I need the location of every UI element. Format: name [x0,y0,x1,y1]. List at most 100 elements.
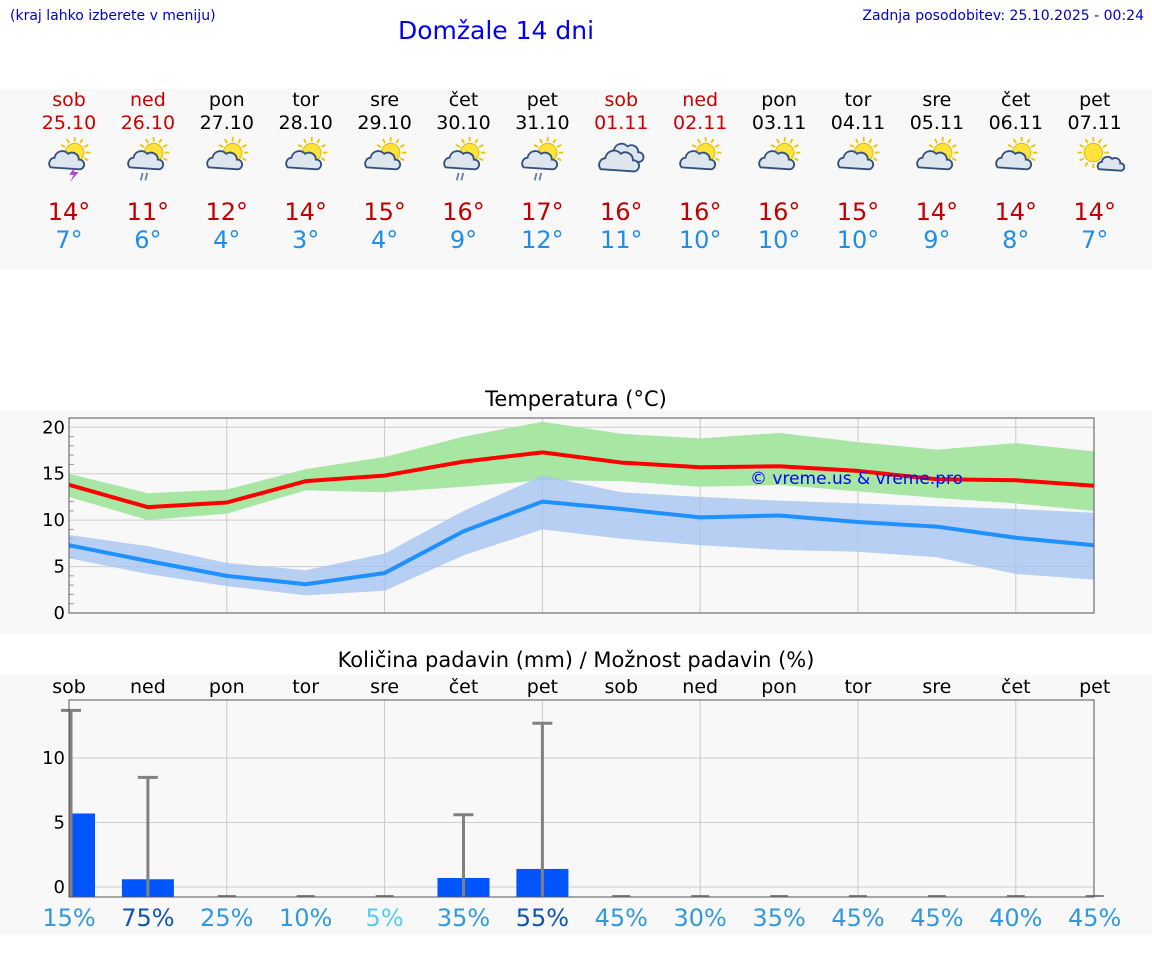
min-temp: 9° [923,226,951,254]
y-tick-label: 5 [54,557,65,578]
max-temp: 17° [521,198,564,226]
precip-probability: 45% [594,904,648,932]
precip-probability: 5% [365,904,404,932]
plot-area [69,700,1094,897]
min-temp-line [68,499,1095,587]
precip-day-label: pon [208,676,245,698]
max-temp-range-band [69,421,1094,521]
max-temp: 14° [915,198,959,226]
precip-probability: 45% [831,904,885,932]
y-tick-label: 0 [54,603,65,624]
sun-cloud-icon [837,136,880,171]
day-name: čet [1001,89,1031,111]
sun-cloud-icon [758,136,801,171]
max-temp: 12° [205,198,249,226]
precip-probability: 75% [121,904,175,932]
y-tick-label: 20 [42,417,65,438]
page-title: Domžale 14 dni [398,16,595,45]
precip-probability: 45% [1068,904,1122,932]
min-temp: 10° [757,226,801,254]
last-update-label: Zadnja posodobitev: 25.10.2025 - 00:24 [862,8,1144,24]
max-temp: 16° [757,198,801,226]
max-temp-line [68,450,1095,510]
precipitation-chart-title: Količina padavin (mm) / Možnost padavin … [337,648,815,672]
precip-probability: 30% [673,904,727,932]
precip-day-label: sre [370,676,400,698]
sun-cloud-icon [679,136,722,171]
temperature-chart-title: Temperatura (°C) [485,387,667,411]
day-name: sob [604,89,639,111]
precip-day-label: ned [682,676,719,698]
min-temp: 7° [55,226,83,254]
max-temp: 16° [678,198,722,226]
precip-day-label: sob [52,676,86,698]
precipitation-chart: 0 5 10 [42,699,1104,898]
min-temp: 10° [836,226,880,254]
precip-day-label: tor [844,676,872,698]
precip-day-label: pon [761,676,797,698]
day-name: tor [844,89,872,111]
precip-day-label: čet [448,676,479,698]
precip-probability: 45% [910,904,964,932]
day-date: 26.10 [120,112,176,134]
watermark: © vreme.us & vreme.pro [750,469,963,489]
day-name: pon [761,89,797,111]
min-temp: 8° [1002,226,1030,254]
min-temp: 6° [134,226,162,254]
day-name: sre [370,89,400,111]
min-temp: 7° [1081,226,1109,254]
precip-probability: 55% [515,904,570,932]
day-date: 07.11 [1067,112,1122,134]
day-date: 29.10 [357,112,412,134]
day-name: sob [52,89,86,111]
max-temp: 14° [994,198,1038,226]
forecast-strip [0,89,1152,270]
max-temp: 14° [1073,198,1116,226]
min-temp: 4° [213,226,241,254]
y-tick-label: 10 [42,510,65,531]
sun-cloud-thunder-icon [48,136,91,183]
max-temp: 16° [600,198,643,226]
location-menu-hint[interactable]: (kraj lahko izberete v meniju) [10,8,216,24]
day-date: 27.10 [199,112,254,134]
day-date: 31.10 [515,112,570,134]
plot-border [68,699,1095,898]
day-name: ned [129,89,166,111]
sun-cloud-icon [284,136,328,171]
precip-day-label: čet [1001,676,1031,698]
max-temp: 14° [284,198,327,226]
max-temp: 16° [442,198,485,226]
cloudy-icon [598,142,645,173]
day-date: 03.11 [751,112,807,134]
max-temp: 14° [47,198,91,226]
sun-cloud-icon [916,136,959,171]
plot-border [68,417,1095,614]
temperature-chart: 0 5 10 15 20 © vreme.us & vreme.pro [42,417,1095,624]
sun-cloud-icon [206,136,249,171]
day-name: sre [922,89,952,111]
min-temp: 12° [521,226,564,254]
day-date: 28.10 [278,112,333,134]
day-name: ned [682,89,719,111]
sun-cloud-icon [363,136,406,171]
day-date: 01.11 [594,112,649,134]
sun-cloud-rain-icon [442,136,485,181]
sun-small-cloud-icon [1077,136,1125,172]
max-temp: 15° [836,198,880,226]
precip-day-label: pet [1079,676,1111,698]
y-tick-label: 0 [54,877,65,898]
precip-bar [69,813,95,897]
precip-probability: 35% [752,904,806,932]
sun-cloud-rain-icon [521,136,564,181]
precip-probability: 15% [42,904,96,932]
min-temp: 4° [370,226,399,254]
day-date: 04.11 [830,112,886,134]
min-temp-range-band [69,475,1094,596]
min-temp: 9° [449,226,478,254]
day-date: 05.11 [909,112,965,134]
min-temp: 11° [600,226,643,254]
max-temp: 15° [363,198,406,226]
sun-cloud-icon [995,136,1038,171]
y-tick-label: 15 [42,464,65,485]
min-temp: 10° [678,226,722,254]
